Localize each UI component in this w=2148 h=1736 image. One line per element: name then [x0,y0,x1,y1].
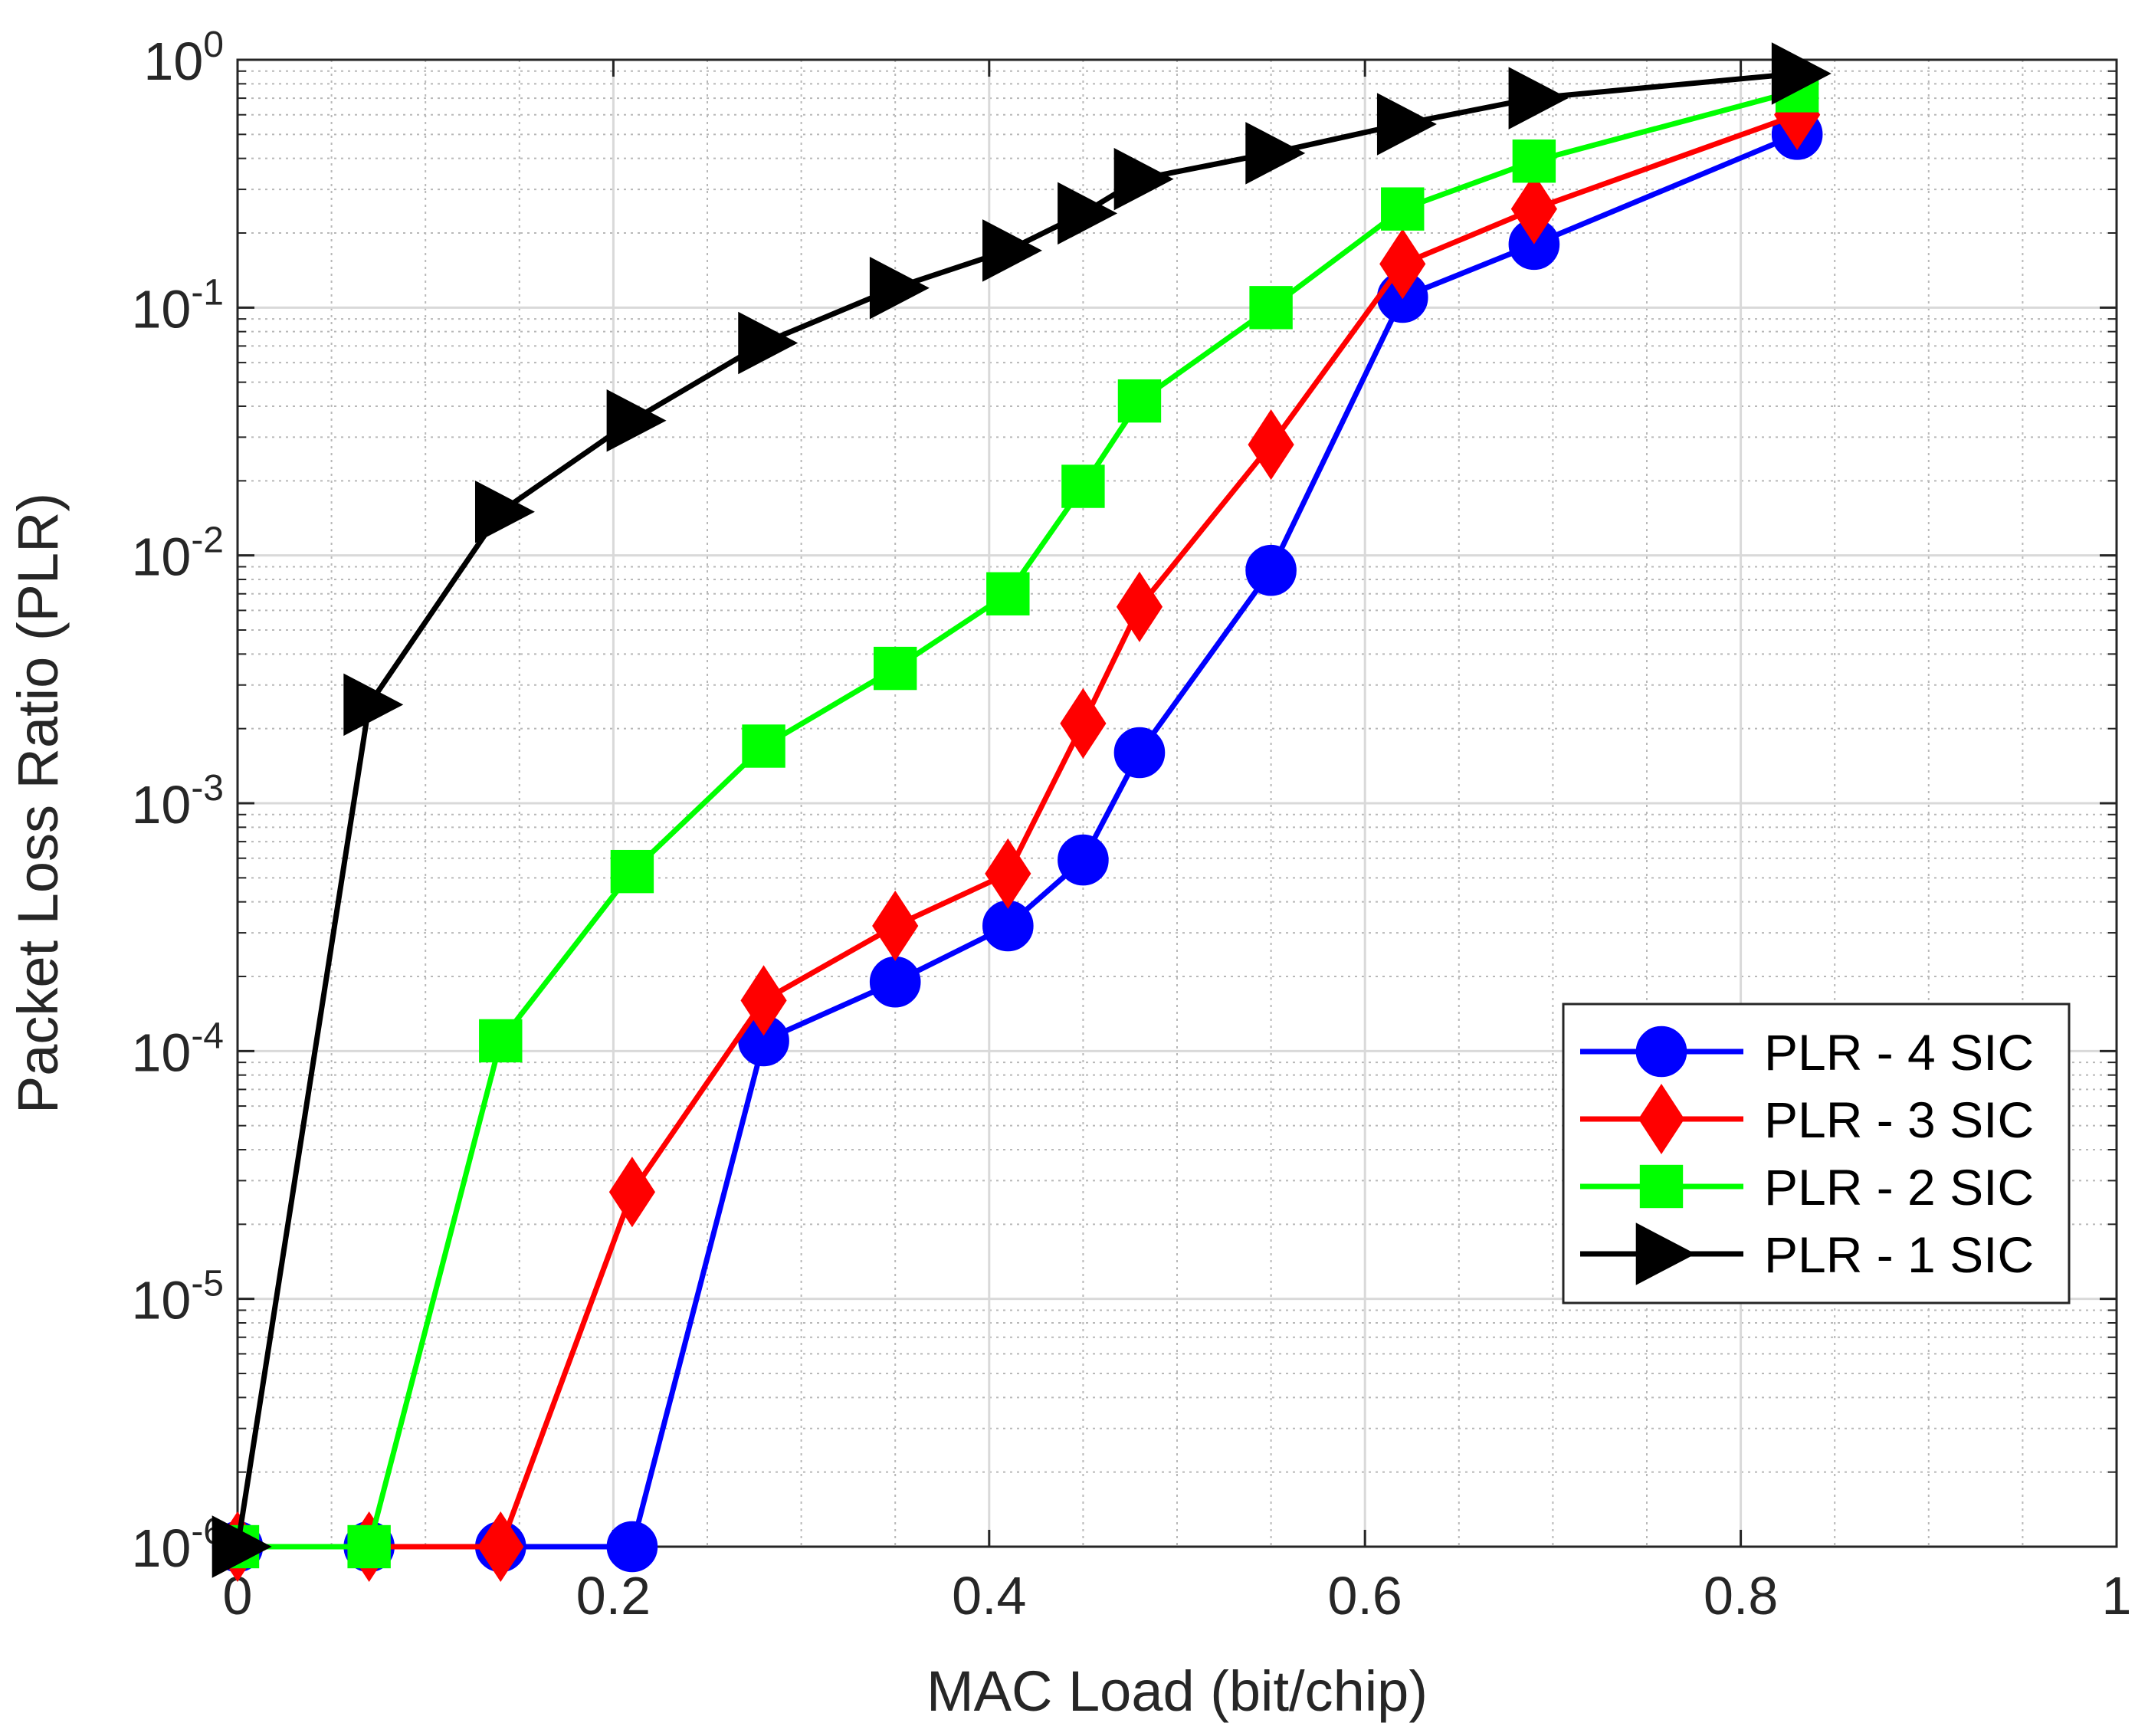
axis-ticks [236,58,2118,1548]
data-point [479,1019,523,1063]
data-point [1379,228,1426,300]
data-point [874,646,917,691]
x-tick-label: 1 [2102,1566,2132,1626]
legend-item: PLR - 2 SIC [1580,1159,2034,1216]
data-point [606,1521,658,1573]
legend-label: PLR - 3 SIC [1764,1091,2034,1148]
data-point [1058,182,1118,245]
data-point [1376,93,1437,156]
data-point [477,1511,524,1583]
y-tick-label: 10-5 [131,1264,224,1331]
y-tick-label: 10-4 [131,1016,224,1082]
legend-item: PLR - 4 SIC [1580,1024,2034,1081]
data-point [1061,464,1105,508]
series-layer [212,42,1832,1583]
data-point [1116,571,1163,642]
y-tick-label: 10-3 [131,768,224,835]
data-point [608,1157,656,1228]
y-tick-label: 100 [143,25,224,91]
data-point [742,724,785,768]
x-tick-label: 0.2 [576,1566,651,1626]
data-point [1381,187,1425,231]
data-point [1249,286,1293,330]
y-axis-title: Packet Loss Ratio (PLR) [6,493,70,1114]
data-point [740,965,787,1036]
data-point [1060,688,1107,759]
legend-label: PLR - 2 SIC [1764,1159,2034,1216]
data-point [1639,1164,1684,1209]
legend: PLR - 4 SIC PLR - 3 SIC PLR - 2 SIC PLR - 1… [1562,1003,2071,1304]
legend-item: PLR - 1 SIC [1580,1222,2034,1285]
data-point [1058,834,1109,886]
legend-label: PLR - 1 SIC [1764,1226,2034,1283]
y-tick-label: 10-2 [131,520,224,587]
data-point [610,849,654,894]
data-point [1638,1083,1685,1155]
x-tick-label: 0.8 [1704,1566,1778,1626]
data-point [343,673,404,737]
data-point [212,1515,272,1578]
data-point [1508,67,1569,130]
x-axis-title: MAC Load (bit/chip) [926,1659,1428,1723]
series-plr---1-sic [212,42,1832,1578]
data-point [1113,147,1174,211]
x-tick-label: 0.4 [952,1566,1026,1626]
data-point [1248,409,1294,481]
y-tick-label: 10-1 [131,272,224,339]
data-point [347,1524,391,1569]
data-point [474,480,535,543]
data-point [982,219,1042,282]
legend-items: PLR - 4 SIC PLR - 3 SIC PLR - 2 SIC PLR - 1… [1580,1024,2034,1285]
data-point [1113,727,1166,779]
data-point [1512,139,1556,183]
data-point [606,389,667,452]
legend-item: PLR - 3 SIC [1580,1083,2034,1155]
x-tick-label: 0.6 [1328,1566,1402,1626]
data-point [1635,1026,1687,1078]
data-point [986,572,1030,615]
data-point [1245,544,1297,596]
data-point [1245,122,1306,185]
data-point [872,890,919,962]
data-point [1510,173,1557,244]
data-point [869,256,930,320]
data-point [1117,379,1162,423]
data-point [985,838,1031,909]
data-point [1635,1222,1696,1285]
data-point [1771,42,1832,105]
data-point [738,311,799,375]
data-point [869,956,921,1008]
legend-label: PLR - 4 SIC [1764,1024,2034,1081]
